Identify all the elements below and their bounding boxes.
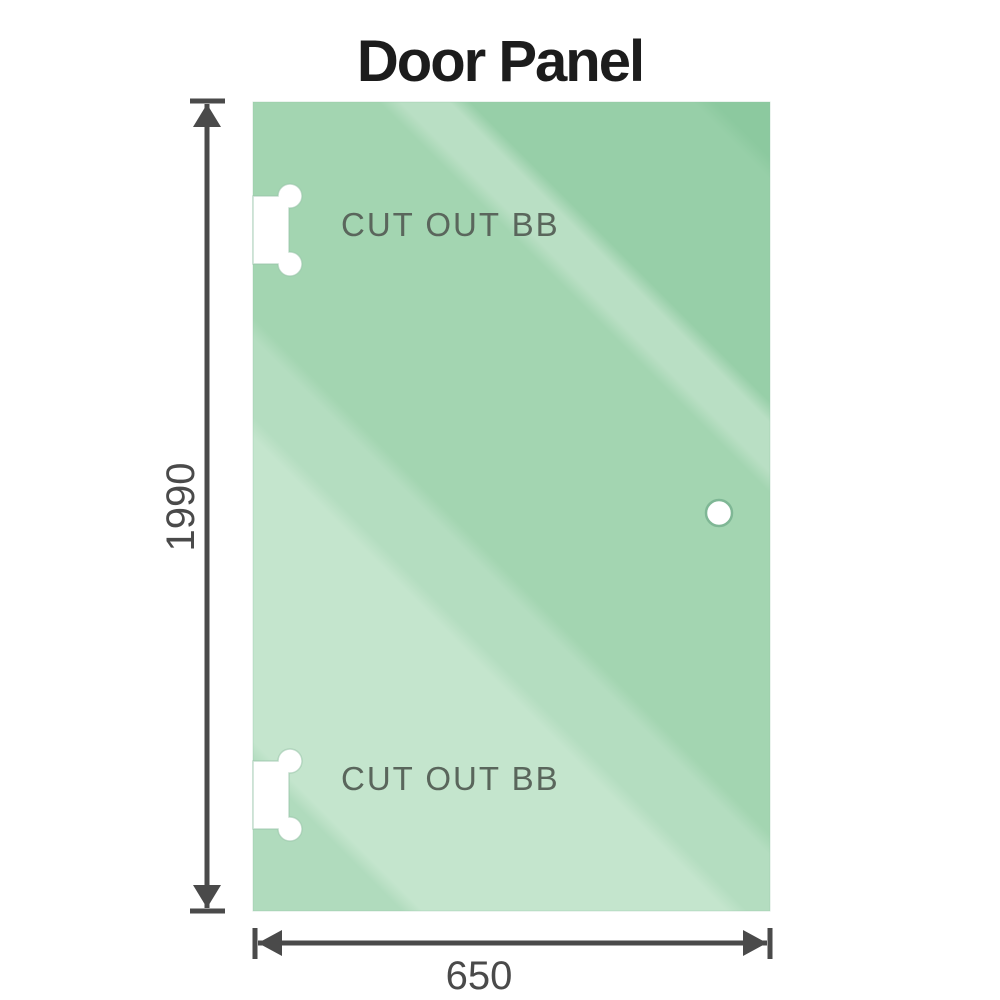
glass-panel-group bbox=[252, 101, 771, 912]
handle-hole-icon bbox=[704, 498, 734, 528]
arrow-down-icon bbox=[193, 885, 221, 908]
page-title: Door Panel bbox=[356, 29, 645, 94]
height-dimension-value: 1990 bbox=[159, 462, 203, 552]
width-dimension bbox=[252, 928, 773, 959]
width-dimension-value: 650 bbox=[445, 954, 513, 998]
arrow-left-icon bbox=[258, 930, 282, 956]
glass-panel bbox=[252, 101, 771, 912]
hinge-cutout-bottom-icon bbox=[252, 748, 303, 842]
height-dimension bbox=[190, 98, 225, 914]
arrow-up-icon bbox=[193, 104, 221, 127]
cutout-label-top: CUT OUT BB bbox=[341, 206, 560, 243]
hinge-cutout-top-icon bbox=[252, 183, 303, 277]
arrow-right-icon bbox=[743, 930, 767, 956]
cutout-label-bottom: CUT OUT BB bbox=[341, 760, 560, 797]
